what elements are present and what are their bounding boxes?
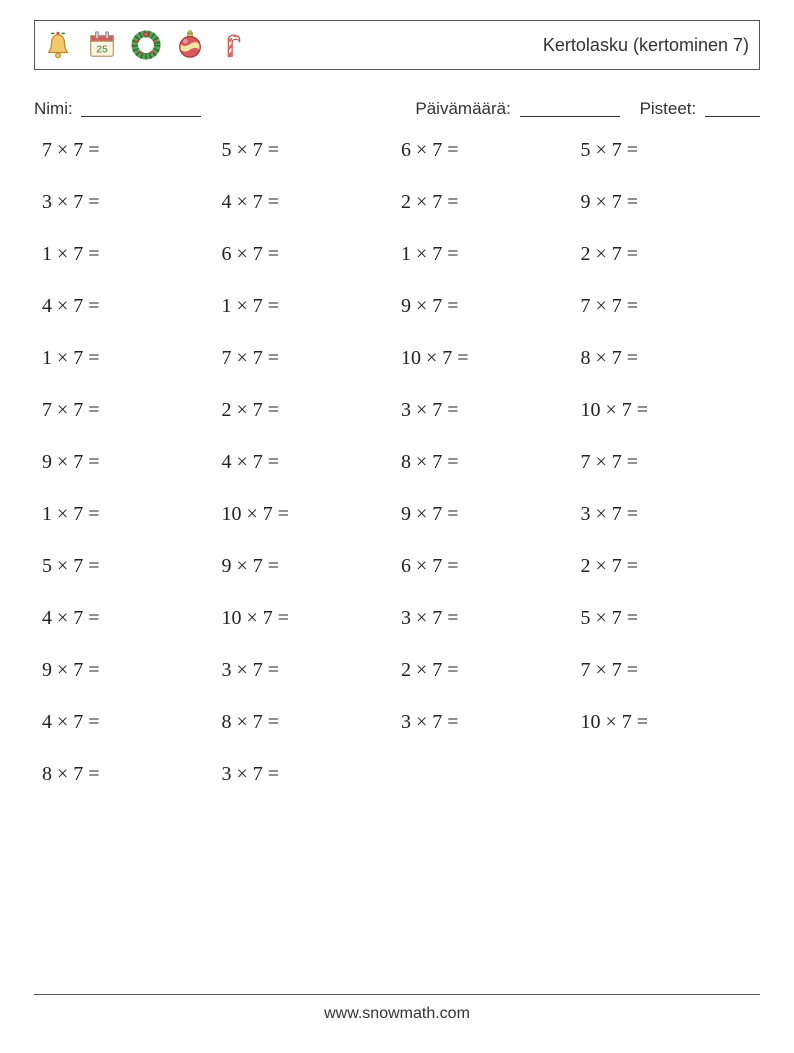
problem-cell: 9 × 7 = [222, 555, 402, 578]
problem-cell: 10 × 7 = [401, 347, 581, 370]
problem-cell: 10 × 7 = [581, 711, 761, 734]
problem-cell: 4 × 7 = [222, 191, 402, 214]
problem-cell: 1 × 7 = [42, 243, 222, 266]
problem-cell: 3 × 7 = [401, 399, 581, 422]
problem-cell: 4 × 7 = [42, 711, 222, 734]
problem-cell: 4 × 7 = [42, 607, 222, 630]
problem-cell: 5 × 7 = [42, 555, 222, 578]
name-label: Nimi: [34, 99, 73, 118]
problem-cell: 1 × 7 = [401, 243, 581, 266]
problem-cell: 8 × 7 = [401, 451, 581, 474]
problem-cell [581, 763, 761, 786]
problem-grid: 7 × 7 =5 × 7 =6 × 7 =5 × 7 =3 × 7 =4 × 7… [34, 139, 760, 786]
problem-cell: 7 × 7 = [581, 295, 761, 318]
problem-cell: 7 × 7 = [222, 347, 402, 370]
name-blank[interactable] [81, 99, 201, 117]
worksheet-title: Kertolasku (kertominen 7) [543, 35, 749, 56]
header-icons: 25 [43, 30, 249, 60]
problem-cell: 6 × 7 = [401, 139, 581, 162]
problem-cell: 3 × 7 = [222, 763, 402, 786]
problem-cell: 3 × 7 = [581, 503, 761, 526]
calendar-icon: 25 [87, 30, 117, 60]
ornament-icon [175, 30, 205, 60]
footer-site: www.snowmath.com [0, 1005, 794, 1023]
problem-cell: 1 × 7 = [222, 295, 402, 318]
problem-cell: 4 × 7 = [42, 295, 222, 318]
problem-cell: 9 × 7 = [42, 451, 222, 474]
problem-cell: 7 × 7 = [581, 659, 761, 682]
problem-cell: 9 × 7 = [401, 295, 581, 318]
problem-cell: 7 × 7 = [581, 451, 761, 474]
problem-cell: 9 × 7 = [401, 503, 581, 526]
meta-spacer [201, 96, 415, 119]
problem-cell: 1 × 7 = [42, 347, 222, 370]
worksheet-page: 25 [0, 0, 794, 786]
problem-cell: 3 × 7 = [401, 711, 581, 734]
bell-icon [43, 30, 73, 60]
problem-cell: 5 × 7 = [581, 607, 761, 630]
problem-cell: 8 × 7 = [581, 347, 761, 370]
problem-cell: 9 × 7 = [581, 191, 761, 214]
date-blank[interactable] [520, 99, 620, 117]
problem-cell: 6 × 7 = [222, 243, 402, 266]
problem-cell: 3 × 7 = [222, 659, 402, 682]
footer: www.snowmath.com [0, 994, 794, 1023]
problem-cell: 3 × 7 = [401, 607, 581, 630]
header-box: 25 [34, 20, 760, 70]
problem-cell: 8 × 7 = [42, 763, 222, 786]
score-field: Pisteet: [640, 96, 760, 119]
problem-cell: 7 × 7 = [42, 139, 222, 162]
problem-cell: 1 × 7 = [42, 503, 222, 526]
problem-cell: 5 × 7 = [581, 139, 761, 162]
problem-cell: 9 × 7 = [42, 659, 222, 682]
date-field: Päivämäärä: [415, 96, 619, 119]
problem-cell: 10 × 7 = [222, 503, 402, 526]
problem-cell: 4 × 7 = [222, 451, 402, 474]
problem-cell: 3 × 7 = [42, 191, 222, 214]
footer-rule [34, 994, 760, 995]
problem-cell: 2 × 7 = [581, 555, 761, 578]
problem-cell: 2 × 7 = [401, 191, 581, 214]
problem-cell: 10 × 7 = [222, 607, 402, 630]
meta-row: Nimi: Päivämäärä: Pisteet: [34, 96, 760, 119]
problem-cell: 7 × 7 = [42, 399, 222, 422]
problem-cell [401, 763, 581, 786]
score-label: Pisteet: [640, 99, 697, 118]
wreath-icon [131, 30, 161, 60]
problem-cell: 2 × 7 = [401, 659, 581, 682]
problem-cell: 2 × 7 = [222, 399, 402, 422]
date-label: Päivämäärä: [415, 99, 510, 118]
problem-cell: 10 × 7 = [581, 399, 761, 422]
problem-cell: 8 × 7 = [222, 711, 402, 734]
name-field: Nimi: [34, 96, 201, 119]
problem-cell: 2 × 7 = [581, 243, 761, 266]
score-blank[interactable] [705, 99, 760, 117]
problem-cell: 5 × 7 = [222, 139, 402, 162]
candy-cane-icon [219, 30, 249, 60]
problem-cell: 6 × 7 = [401, 555, 581, 578]
svg-text:25: 25 [96, 45, 108, 56]
